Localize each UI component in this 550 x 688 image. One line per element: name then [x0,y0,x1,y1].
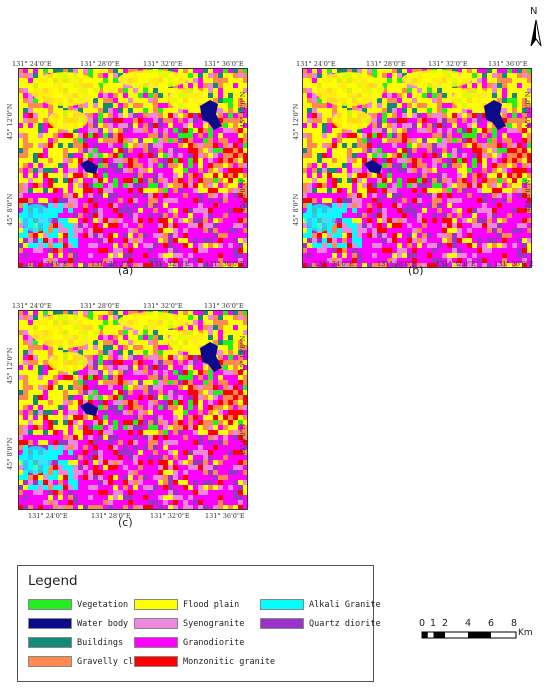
legend-label: Gravelly clay [77,656,144,667]
legend-label: Flood plain [183,599,240,610]
bottom-tick-c-1: 131° 24'0"E [28,512,68,520]
legend-label: Vegetation [77,599,129,610]
north-letter: N [530,6,538,17]
scale-bar: 0 1 2 4 6 8 Km [418,618,548,646]
bottom-tick-b-2: 131° 28'0"E [377,260,417,268]
classification-map-c [18,310,248,510]
right-tick-b-1: 45° 12'0"N [524,91,532,128]
legend-swatch [134,599,178,610]
panel-label-b: (b) [408,264,424,277]
scale-label-8: 8 [510,618,518,629]
left-tick-c-1: 45° 12'0"N [6,347,14,384]
top-tick-a-3: 131° 32'0"E [143,60,183,68]
scale-label-4: 4 [464,618,472,629]
legend-item-flood-plain: Flood plain [134,598,239,611]
legend-item-monzonitic-granite: Monzonitic granite [134,655,275,668]
top-tick-a-2: 131° 28'0"E [80,60,120,68]
classification-map-a [18,68,248,268]
top-tick-b-2: 131° 28'0"E [366,60,406,68]
right-tick-b-2: 45° 8'0"N [524,179,532,212]
map-panel-c [18,310,248,510]
north-arrow: N [528,6,544,48]
map-panel-b [302,68,532,268]
top-tick-c-3: 131° 32'0"E [143,302,183,310]
scale-label-1: 1 [429,618,437,629]
map-panel-a [18,68,248,268]
top-tick-c-2: 131° 28'0"E [80,302,120,310]
legend-item-buildings: Buildings [28,636,123,649]
bottom-tick-b-1: 131° 24'0"E [314,260,354,268]
north-arrow-icon [530,19,542,47]
top-tick-c-1: 131° 24'0"E [12,302,52,310]
legend-label: Buildings [77,637,124,648]
bottom-tick-c-2: 131° 28'0"E [91,512,131,520]
right-tick-a-2: 45° 8'0"N [239,179,247,212]
right-tick-c-2: 45° 8'0"N [239,423,247,456]
legend-swatch [28,599,72,610]
top-tick-c-4: 131° 36'0"E [204,302,244,310]
bottom-tick-c-4: 131° 36'0"E [205,512,245,520]
right-tick-a-1: 45° 12'0"N [239,91,247,128]
legend-label: Syenogranite [183,618,245,629]
legend-swatch [260,599,304,610]
bottom-tick-b-4: 131° 36'0"E [494,260,534,268]
bottom-tick-a-3: 131° 32'0"E [150,260,190,268]
legend-item-water-body: Water body [28,617,128,630]
top-tick-b-3: 131° 32'0"E [428,60,468,68]
legend-swatch [28,618,72,629]
bottom-tick-c-3: 131° 32'0"E [150,512,190,520]
left-tick-b-1: 45° 12'0"N [292,103,300,140]
legend-item-vegetation: Vegetation [28,598,128,611]
top-tick-b-4: 131° 36'0"E [488,60,528,68]
legend-label: Monzonitic granite [183,656,276,667]
bottom-tick-b-3: 131° 32'0"E [436,260,476,268]
legend-item-granodiorite: Granodiorite [134,636,244,649]
legend-box: Legend Vegetation Water body Buildings G… [17,565,381,682]
top-tick-a-4: 131° 36'0"E [204,60,244,68]
legend-swatch [28,637,72,648]
legend-label: Granodiorite [183,637,245,648]
legend-item-syenogranite: Syenogranite [134,617,244,630]
scale-label-6: 6 [487,618,495,629]
scale-label-2: 2 [441,618,449,629]
left-tick-b-2: 45° 8'0"N [292,193,300,226]
bottom-tick-a-4: 131° 36'0"E [205,260,245,268]
scale-label-0: 0 [418,618,426,629]
legend-swatch [260,618,304,629]
legend-label: Water body [77,618,129,629]
left-tick-a-2: 45° 8'0"N [6,193,14,226]
left-tick-c-2: 45° 8'0"N [6,437,14,470]
legend-title: Legend [28,573,78,589]
classification-map-b [302,68,532,268]
bottom-tick-a-1: 131° 24'0"E [28,260,68,268]
top-tick-b-1: 131° 24'0"E [296,60,336,68]
scale-unit: Km [518,628,533,638]
legend-item-quartz-diorite: Quartz diorite [260,617,381,630]
legend-swatch [134,637,178,648]
legend-swatch [134,656,178,667]
bottom-tick-a-2: 131° 28'0"E [91,260,131,268]
legend-swatch [28,656,72,667]
right-tick-c-1: 45° 12'0"N [239,335,247,372]
legend-label: Quartz diorite [309,618,381,629]
left-tick-a-1: 45° 12'0"N [6,103,14,140]
panel-label-c: (c) [118,516,133,529]
panel-label-a: (a) [118,264,134,277]
legend-swatch [134,618,178,629]
legend-item-gravelly-clay: Gravelly clay [28,655,144,668]
legend-item-alkali-granite: Alkali Granite [260,598,381,611]
legend-label: Alkali Granite [309,599,381,610]
top-tick-a-1: 131° 24'0"E [12,60,52,68]
scale-bar-graphic [421,631,517,639]
